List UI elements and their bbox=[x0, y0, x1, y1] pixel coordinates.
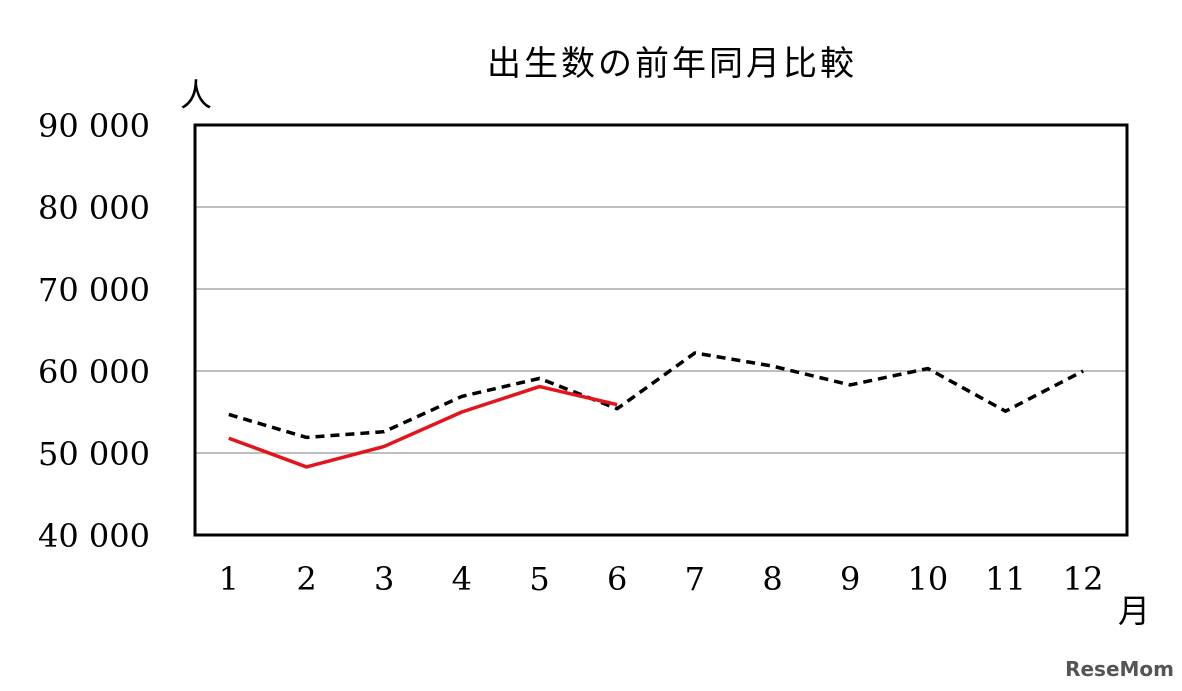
x-tick-label: 5 bbox=[529, 560, 549, 598]
y-tick-label: 50 000 bbox=[38, 435, 150, 473]
x-tick-label: 12 bbox=[1063, 560, 1104, 598]
y-tick-label: 80 000 bbox=[38, 189, 150, 227]
x-tick-label: 1 bbox=[219, 560, 239, 598]
x-tick-label: 9 bbox=[840, 560, 860, 598]
y-tick-label: 40 000 bbox=[38, 517, 150, 555]
series-line-0 bbox=[228, 351, 1084, 440]
chart-title: 出生数の前年同月比較 bbox=[487, 44, 857, 84]
plot-frame bbox=[193, 123, 1129, 537]
y-tick-label: 60 000 bbox=[38, 353, 150, 391]
x-tick-label: 11 bbox=[985, 560, 1026, 598]
x-tick-label: 7 bbox=[685, 560, 705, 598]
y-tick-label: 90 000 bbox=[38, 107, 150, 145]
y-axis-label: 人 bbox=[180, 76, 212, 114]
x-tick-label: 4 bbox=[452, 560, 472, 598]
x-tick-label: 2 bbox=[296, 560, 316, 598]
series-line-1 bbox=[228, 384, 618, 469]
x-tick-label: 10 bbox=[907, 560, 948, 598]
x-tick-label: 3 bbox=[374, 560, 394, 598]
x-tick-label: 8 bbox=[762, 560, 782, 598]
x-tick-label: 6 bbox=[607, 560, 627, 598]
watermark-logo: ReseMom bbox=[1065, 657, 1174, 681]
y-tick-label: 70 000 bbox=[38, 271, 150, 309]
x-axis-label: 月 bbox=[1118, 592, 1150, 630]
